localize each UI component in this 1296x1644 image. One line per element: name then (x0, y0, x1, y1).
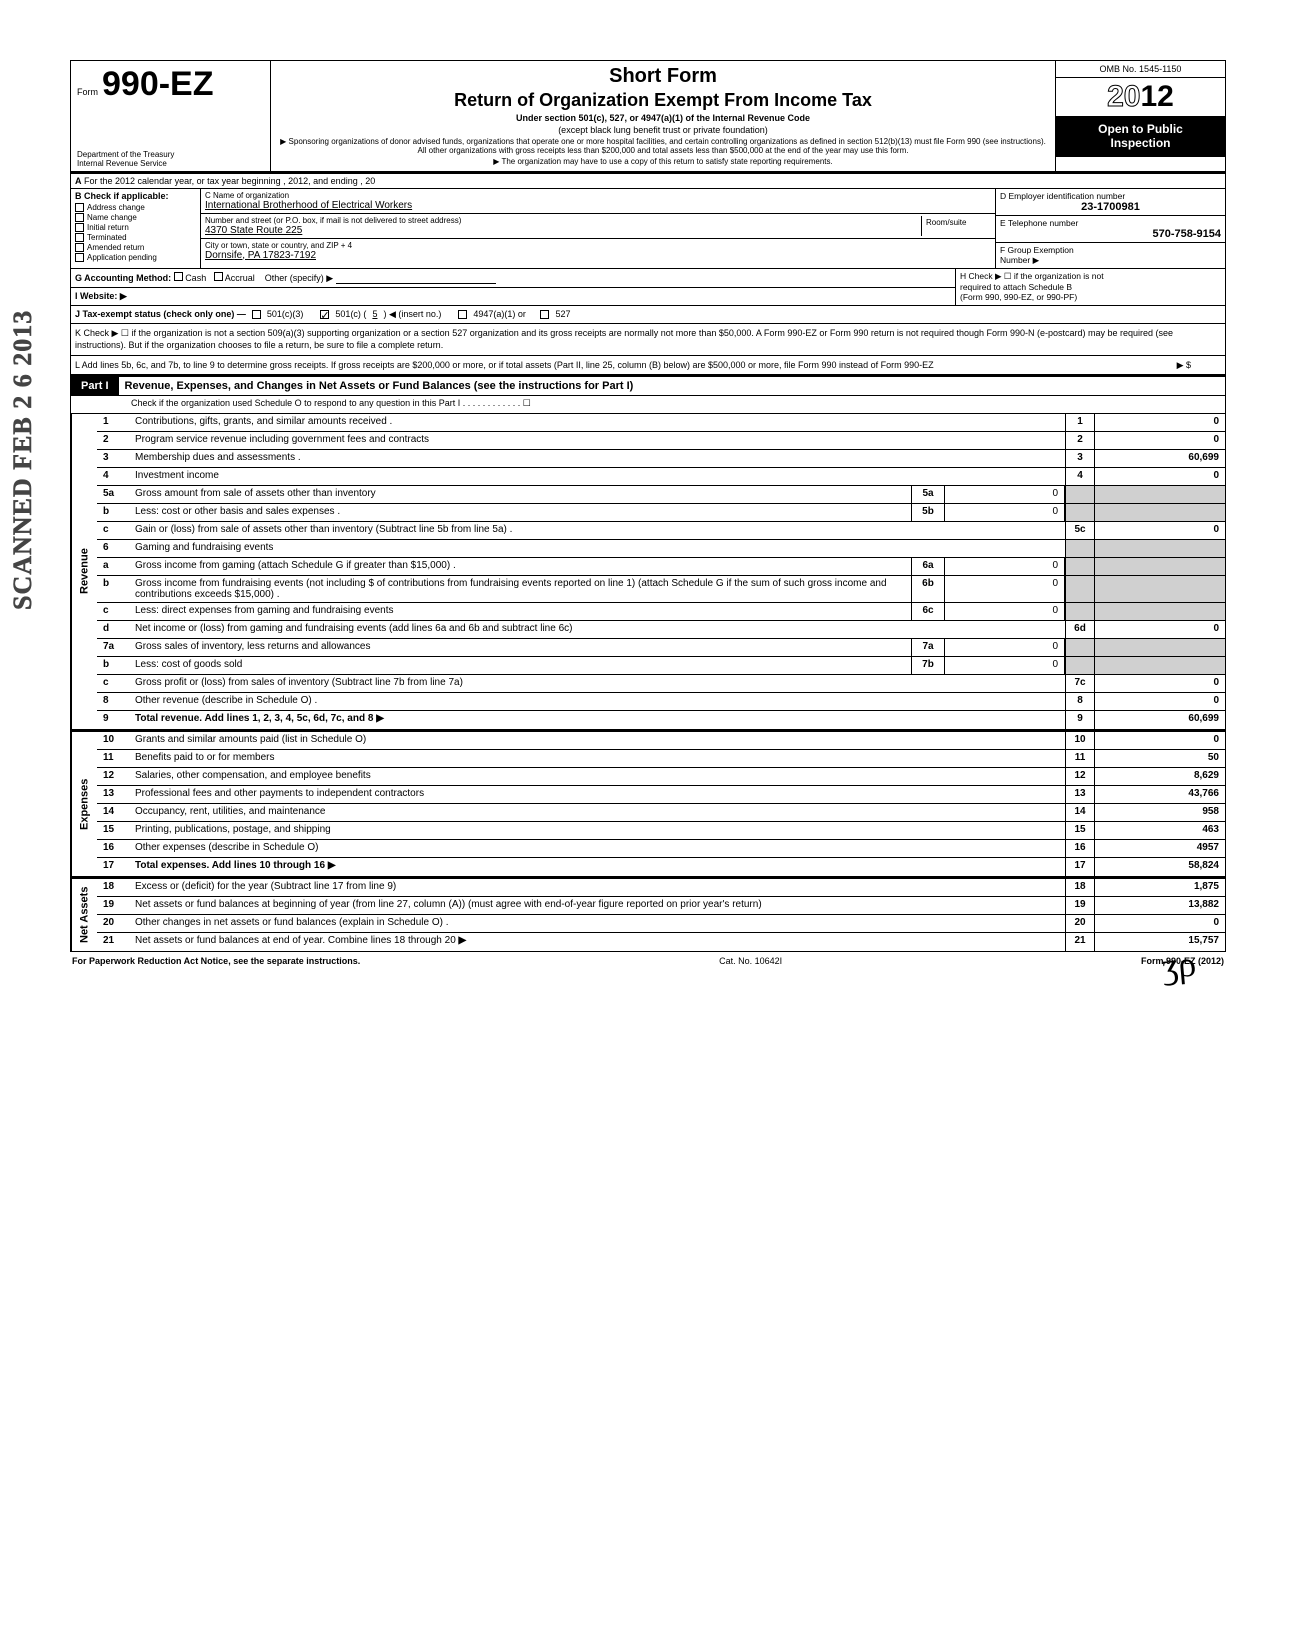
form-label: Form (77, 87, 98, 97)
line-5c: c Gain or (loss) from sale of assets oth… (97, 522, 1225, 540)
form-header: Form 990-EZ Department of the Treasury I… (71, 61, 1225, 174)
line-8: 8 Other revenue (describe in Schedule O)… (97, 693, 1225, 711)
line-11: 11 Benefits paid to or for members 1150 (97, 750, 1225, 768)
label-group-number: Number ▶ (1000, 255, 1039, 265)
org-street: 4370 State Route 225 (205, 225, 921, 236)
line-k: K Check ▶ ☐ if the organization is not a… (71, 324, 1225, 356)
line-6d: d Net income or (loss) from gaming and f… (97, 621, 1225, 639)
label-ein: D Employer identification number (1000, 191, 1221, 201)
label-street: Number and street (or P.O. box, if mail … (205, 216, 921, 225)
line-10: 10 Grants and similar amounts paid (list… (97, 732, 1225, 750)
line-4: 4 Investment income 40 (97, 468, 1225, 486)
line-6: 6 Gaming and fundraising events (97, 540, 1225, 558)
chk-501c3[interactable] (252, 310, 261, 319)
line-6b: b Gross income from fundraising events (… (97, 576, 1225, 603)
header-fine-2: ▶ The organization may have to use a cop… (277, 157, 1049, 166)
line-15: 15 Printing, publications, postage, and … (97, 822, 1225, 840)
chk-4947a1[interactable] (458, 310, 467, 319)
line-16: 16 Other expenses (describe in Schedule … (97, 840, 1225, 858)
line-i: I Website: ▶ (71, 288, 955, 305)
line-a: A For the 2012 calendar year, or tax yea… (71, 174, 1225, 189)
line-18: 18 Excess or (deficit) for the year (Sub… (97, 879, 1225, 897)
line-9: 9 Total revenue. Add lines 1, 2, 3, 4, 5… (97, 711, 1225, 729)
page-footer: For Paperwork Reduction Act Notice, see … (70, 952, 1226, 966)
line-3: 3 Membership dues and assessments . 360,… (97, 450, 1225, 468)
label-city: City or town, state or country, and ZIP … (205, 241, 991, 250)
org-name: International Brotherhood of Electrical … (205, 200, 991, 211)
omb-number: OMB No. 1545-1150 (1056, 61, 1225, 78)
chk-initial-return[interactable] (75, 223, 84, 232)
open-to-public: Open to PublicInspection (1056, 116, 1225, 157)
chk-app-pending[interactable] (75, 253, 84, 262)
line-6c: c Less: direct expenses from gaming and … (97, 603, 1225, 621)
part-1-header: Part I Revenue, Expenses, and Changes in… (71, 377, 1225, 396)
subtitle-section: Under section 501(c), 527, or 4947(a)(1)… (277, 113, 1049, 123)
part-1-sub: Check if the organization used Schedule … (71, 396, 1225, 414)
chk-501c[interactable] (320, 310, 329, 319)
label-org-name: C Name of organization (205, 191, 991, 200)
section-netassets-label: Net Assets (71, 879, 97, 951)
line-14: 14 Occupancy, rent, utilities, and maint… (97, 804, 1225, 822)
line-1: 1 Contributions, gifts, grants, and simi… (97, 414, 1225, 432)
form-990ez: Form 990-EZ Department of the Treasury I… (70, 60, 1226, 952)
chk-name-change[interactable] (75, 213, 84, 222)
line-21: 21 Net assets or fund balances at end of… (97, 933, 1225, 951)
chk-amended[interactable] (75, 243, 84, 252)
line-j: J Tax-exempt status (check only one) — 5… (71, 306, 1225, 324)
line-7b: b Less: cost of goods sold 7b0 (97, 657, 1225, 675)
form-number: 990-EZ (102, 65, 214, 104)
label-phone: E Telephone number (1000, 218, 1221, 228)
line-l: L Add lines 5b, 6c, and 7b, to line 9 to… (71, 356, 1225, 378)
section-b-checkboxes: B Check if applicable: Address change Na… (71, 189, 201, 268)
line-19: 19 Net assets or fund balances at beginn… (97, 897, 1225, 915)
org-city: Dornsife, PA 17823-7192 (205, 250, 991, 261)
chk-cash[interactable] (174, 272, 183, 281)
label-group-exemption: F Group Exemption (1000, 245, 1074, 255)
label-room-suite: Room/suite (921, 216, 991, 236)
dept-irs: Internal Revenue Service (77, 160, 264, 169)
line-5b: b Less: cost or other basis and sales ex… (97, 504, 1225, 522)
chk-terminated[interactable] (75, 233, 84, 242)
section-revenue-label: Revenue (71, 414, 97, 729)
chk-527[interactable] (540, 310, 549, 319)
line-7c: c Gross profit or (loss) from sales of i… (97, 675, 1225, 693)
title-return: Return of Organization Exempt From Incom… (277, 90, 1049, 111)
phone: 570-758-9154 (1000, 228, 1221, 240)
subtitle-except: (except black lung benefit trust or priv… (277, 125, 1049, 135)
chk-accrual[interactable] (214, 272, 223, 281)
header-fine-1: ▶ Sponsoring organizations of donor advi… (277, 137, 1049, 155)
line-7a: 7a Gross sales of inventory, less return… (97, 639, 1225, 657)
ein: 23-1700981 (1000, 201, 1221, 213)
initials-signature: ʒρ (1160, 943, 1197, 988)
title-short-form: Short Form (277, 65, 1049, 88)
chk-address-change[interactable] (75, 203, 84, 212)
501c-number: 5 (372, 309, 377, 319)
line-20: 20 Other changes in net assets or fund b… (97, 915, 1225, 933)
line-6a: a Gross income from gaming (attach Sched… (97, 558, 1225, 576)
line-13: 13 Professional fees and other payments … (97, 786, 1225, 804)
line-g: G Accounting Method: Cash Accrual Other … (71, 269, 955, 288)
line-5a: 5a Gross amount from sale of assets othe… (97, 486, 1225, 504)
line-h: H Check ▶ ☐ if the organization is not r… (955, 269, 1225, 305)
line-12: 12 Salaries, other compensation, and emp… (97, 768, 1225, 786)
line-2: 2 Program service revenue including gove… (97, 432, 1225, 450)
scanned-stamp: SCANNED FEB 2 6 2013 (8, 310, 38, 610)
tax-year: 2012 (1056, 78, 1225, 116)
section-expenses-label: Expenses (71, 732, 97, 876)
line-17: 17 Total expenses. Add lines 10 through … (97, 858, 1225, 876)
